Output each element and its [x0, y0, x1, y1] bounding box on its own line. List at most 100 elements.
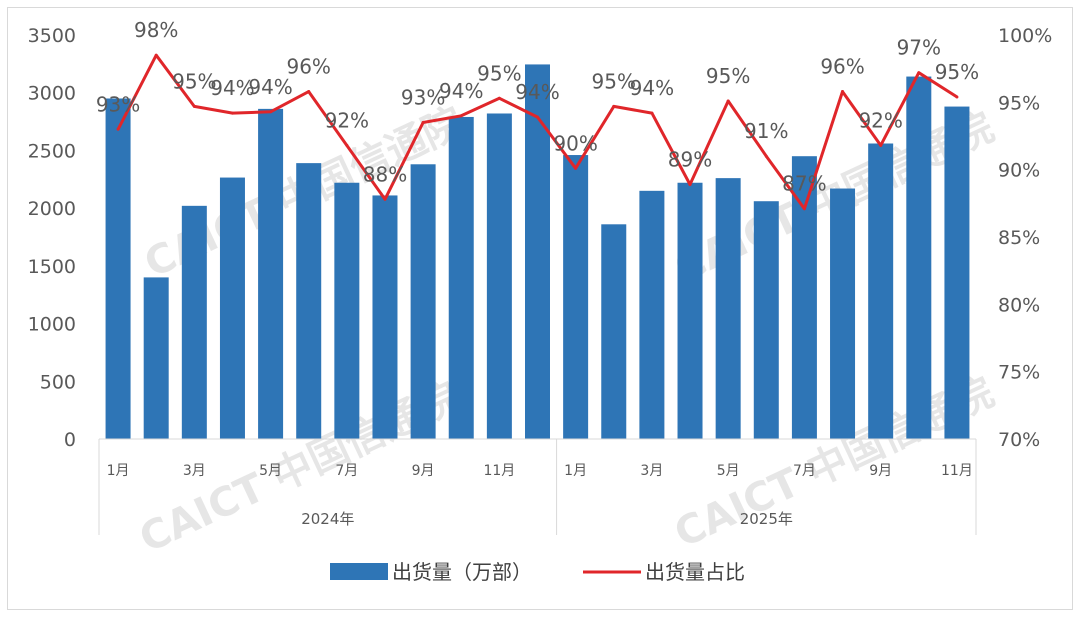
line-data-label: 91%: [744, 119, 788, 143]
line-point: [459, 114, 463, 118]
axis-lines: [98, 438, 977, 535]
x-tick-label: 11月: [483, 463, 515, 479]
bar: [944, 106, 970, 440]
right-tick-label: 85%: [998, 227, 1040, 249]
left-tick-label: 3500: [28, 25, 76, 47]
line-point: [230, 111, 234, 115]
bar-series: [105, 64, 970, 440]
bar: [143, 277, 169, 439]
x-tick-label: 1月: [107, 463, 130, 479]
line-data-label: 95%: [935, 60, 979, 84]
line-point: [764, 154, 768, 158]
line-point: [383, 197, 387, 201]
bar: [830, 188, 856, 439]
line-point: [841, 90, 845, 94]
legend-line-label: 出货量占比: [645, 560, 745, 584]
line-data-label: 97%: [897, 36, 941, 60]
line-point: [879, 143, 883, 147]
line-data-label: 94%: [630, 76, 674, 100]
line-data-label: 88%: [363, 162, 407, 186]
bar: [219, 177, 245, 439]
right-tick-label: 100%: [998, 25, 1052, 47]
line-point: [536, 115, 539, 119]
line-data-label: 94%: [515, 80, 559, 104]
bar: [677, 182, 703, 439]
line-point: [192, 104, 196, 108]
x-tick-label: 7月: [793, 463, 816, 479]
bar: [410, 164, 436, 439]
right-tick-label: 70%: [998, 429, 1040, 451]
bar: [448, 116, 474, 439]
line-data-label: 92%: [325, 108, 369, 132]
legend-bar-swatch: [330, 563, 388, 580]
bar: [753, 201, 779, 439]
x-tick-label: 3月: [640, 463, 663, 479]
x-tick-label: 3月: [183, 463, 206, 479]
x-tick-label: 7月: [335, 463, 358, 479]
legend: 出货量（万部） 出货量占比: [330, 560, 745, 584]
left-tick-label: 500: [40, 371, 76, 393]
line-point: [269, 110, 273, 114]
line-point: [917, 71, 921, 75]
line-point: [650, 111, 654, 115]
line-data-label: 95%: [592, 69, 636, 93]
right-axis: 70% 75% 80% 85% 90% 95% 100%: [998, 25, 1052, 451]
line-point: [612, 104, 616, 108]
left-tick-label: 1500: [28, 256, 76, 278]
line-data-label: 94%: [439, 79, 483, 103]
line-point: [497, 96, 501, 100]
line-data-label: 95%: [706, 64, 750, 88]
left-tick-label: 3000: [28, 83, 76, 105]
line-data-label: 95%: [172, 69, 216, 93]
left-tick-label: 2000: [28, 198, 76, 220]
line-data-label: 96%: [820, 55, 864, 79]
line-point: [421, 121, 425, 125]
bar: [639, 190, 665, 439]
line-point: [154, 53, 158, 57]
line-data-label: 94%: [210, 76, 254, 100]
line-point: [955, 95, 959, 99]
line-point: [688, 182, 692, 186]
group-label: 2024年: [301, 510, 354, 528]
x-tick-label: 5月: [259, 463, 282, 479]
line-point: [802, 207, 806, 211]
line-data-label: 98%: [134, 18, 178, 42]
left-tick-label: 0: [64, 429, 76, 451]
right-tick-label: 95%: [998, 92, 1040, 114]
line-data-label: 94%: [248, 75, 292, 99]
line-point: [345, 143, 349, 147]
left-axis: 0 500 1000 1500 2000 2500 3000 3500: [28, 25, 76, 451]
bar: [563, 155, 589, 439]
x-tick-label: 9月: [869, 463, 892, 479]
bar: [181, 205, 207, 439]
bar: [715, 178, 741, 440]
right-tick-label: 80%: [998, 294, 1040, 316]
line-point: [574, 166, 578, 170]
line-data-label: 93%: [401, 86, 445, 110]
bar: [105, 98, 131, 439]
bar: [791, 156, 817, 439]
bar: [372, 195, 398, 439]
bar: [334, 182, 360, 439]
line-data-label: 93%: [96, 92, 140, 116]
x-tick-label: 9月: [412, 463, 435, 479]
line-data-label: 95%: [477, 61, 521, 85]
bar: [258, 108, 284, 440]
line-point: [726, 99, 730, 103]
line-data-label: 87%: [782, 172, 826, 196]
line-data-label: 89%: [668, 147, 712, 171]
bar: [601, 224, 627, 439]
bar: [906, 76, 932, 439]
line-data-label: 96%: [286, 55, 330, 79]
x-axis: 1月 3月 5月 7月 9月 11月 1月 3月 5月 7月 9月 11月 2024年 2025年: [107, 463, 973, 528]
left-tick-label: 2500: [28, 140, 76, 162]
x-tick-label: 5月: [717, 463, 740, 479]
bar: [868, 143, 894, 439]
line-series: [116, 53, 959, 211]
right-tick-label: 90%: [998, 160, 1040, 182]
data-labels: 93%98%95%94%94%96%92%88%93%94%95%94%90%9…: [96, 18, 979, 196]
left-tick-label: 1000: [28, 314, 76, 336]
right-tick-label: 75%: [998, 362, 1040, 384]
line-point: [116, 127, 120, 131]
